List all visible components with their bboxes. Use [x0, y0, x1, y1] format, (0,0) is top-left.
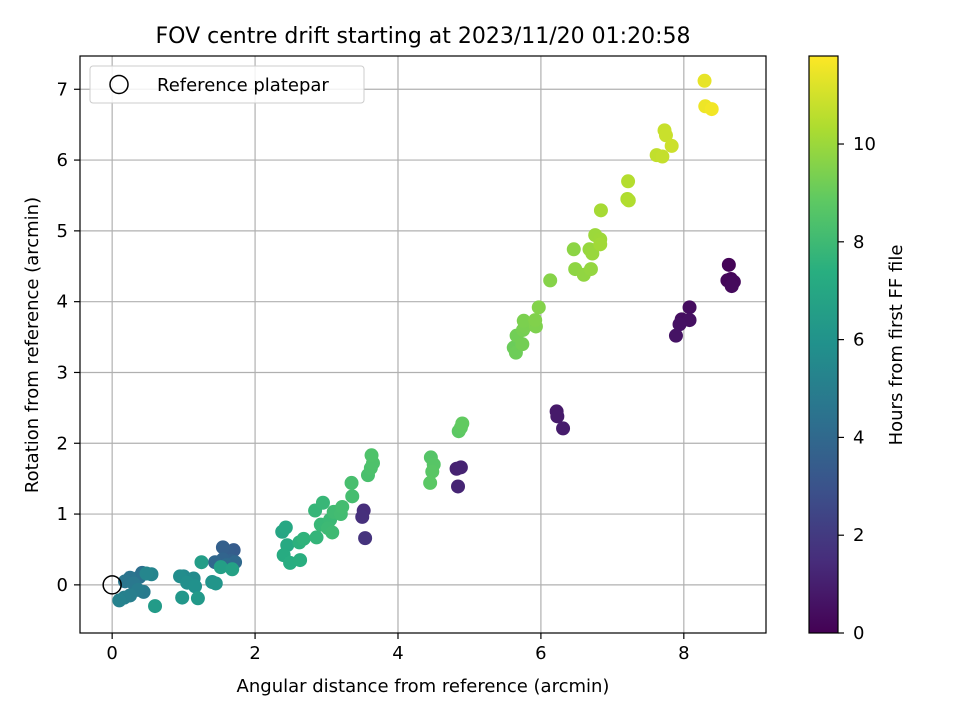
data-point	[724, 279, 739, 294]
legend: Reference platepar	[89, 65, 365, 104]
x-tick-label: 0	[106, 643, 117, 664]
chart-title: FOV centre drift starting at 2023/11/20 …	[156, 24, 691, 49]
data-point	[664, 138, 679, 153]
data-point	[423, 475, 438, 490]
plot-frame	[79, 55, 767, 634]
colorbar-tick-label: 2	[853, 525, 864, 546]
data-point	[697, 73, 712, 88]
data-point	[194, 555, 209, 570]
data-point	[668, 328, 683, 343]
y-axis-label: Rotation from reference (arcmin)	[22, 197, 43, 493]
legend-marker	[109, 74, 129, 95]
data-point	[455, 416, 470, 431]
y-tick-label: 7	[57, 79, 68, 100]
data-point	[682, 300, 697, 315]
data-point	[335, 499, 350, 514]
data-point	[672, 317, 687, 332]
y-tick-label: 2	[57, 433, 68, 454]
data-point	[309, 530, 324, 545]
data-point	[358, 531, 373, 546]
colorbar-tick-label: 10	[853, 134, 876, 155]
data-point	[556, 421, 571, 436]
data-point	[148, 599, 163, 614]
data-point	[453, 460, 468, 475]
colorbar-gradient	[808, 55, 839, 634]
data-point	[175, 590, 190, 605]
y-tick-label: 1	[57, 504, 68, 525]
y-tick-label: 4	[57, 292, 68, 313]
data-point	[531, 300, 546, 315]
data-point	[704, 102, 719, 117]
colorbar-tick-label: 4	[853, 427, 864, 448]
data-point	[515, 337, 530, 352]
data-point	[293, 553, 308, 568]
data-point	[208, 576, 223, 591]
colorbar: 0 2 4 6 8 10 Hours from first FF file	[808, 55, 907, 644]
data-point	[225, 562, 240, 577]
data-point	[296, 531, 311, 546]
colorbar-label: Hours from first FF file	[886, 245, 907, 446]
data-point	[451, 479, 466, 494]
colorbar-tick-label: 0	[853, 623, 864, 644]
y-tick-label: 5	[57, 221, 68, 242]
data-point	[566, 242, 581, 257]
data-point	[593, 237, 608, 252]
x-tick-label: 8	[678, 643, 689, 664]
data-points	[112, 73, 741, 614]
data-point	[721, 257, 736, 272]
data-point	[278, 520, 293, 535]
data-point	[315, 495, 330, 510]
data-point	[188, 579, 203, 594]
data-point	[345, 489, 360, 504]
x-tick-label: 4	[392, 643, 403, 664]
data-point	[364, 448, 379, 463]
x-tick-label: 2	[249, 643, 260, 664]
data-point	[550, 409, 565, 424]
data-point	[213, 560, 228, 575]
x-axis-label: Angular distance from reference (arcmin)	[237, 676, 610, 697]
data-point	[355, 509, 370, 524]
data-point	[344, 475, 359, 490]
y-tick-label: 3	[57, 362, 68, 383]
data-point	[621, 193, 636, 208]
data-point	[543, 273, 558, 288]
data-point	[583, 262, 598, 277]
legend-label: Reference platepar	[157, 75, 329, 96]
y-tick-label: 0	[57, 575, 68, 596]
grid-lines	[80, 56, 766, 633]
y-axis-ticks: 0 1 2 3 4 5 6 7	[57, 79, 80, 596]
legend-box	[89, 65, 365, 104]
data-point	[655, 149, 670, 164]
x-axis-ticks: 0 2 4 6 8	[106, 633, 690, 664]
colorbar-ticks: 0 2 4 6 8 10	[838, 134, 876, 644]
colorbar-tick-label: 8	[853, 232, 864, 253]
y-tick-label: 6	[57, 150, 68, 171]
data-point	[215, 540, 230, 555]
data-point	[325, 525, 340, 540]
data-point	[112, 593, 127, 608]
data-point	[425, 464, 440, 479]
reference-marker	[102, 575, 122, 595]
data-point	[528, 313, 543, 328]
data-point	[593, 203, 608, 218]
data-point	[585, 246, 600, 261]
data-point	[139, 566, 154, 581]
data-point	[658, 128, 673, 143]
data-point	[190, 591, 205, 606]
colorbar-tick-label: 6	[853, 330, 864, 351]
x-tick-label: 6	[535, 643, 546, 664]
data-point	[621, 174, 636, 189]
data-point	[516, 313, 531, 328]
